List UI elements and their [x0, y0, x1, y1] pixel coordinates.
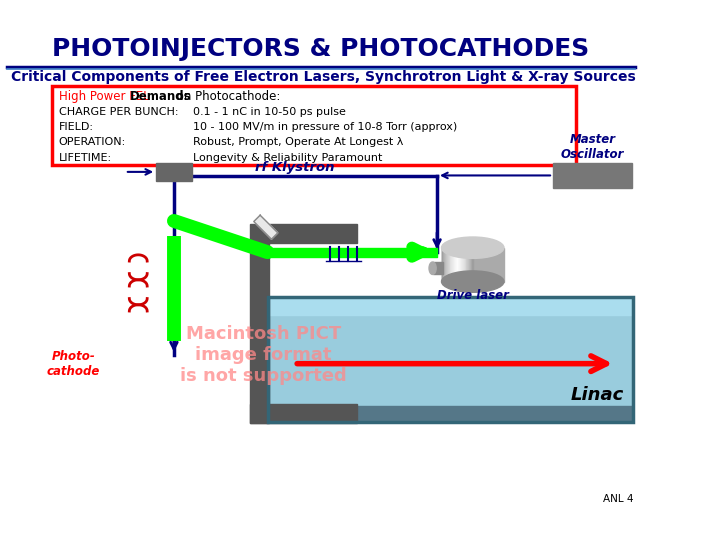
Text: on Photocathode:: on Photocathode:: [173, 91, 280, 104]
Bar: [250, 224, 357, 243]
Text: ANL 4: ANL 4: [603, 494, 634, 504]
Text: 0.1 - 1 nC in 10-50 ps pulse: 0.1 - 1 nC in 10-50 ps pulse: [193, 107, 346, 117]
Bar: [156, 163, 192, 181]
Text: 10 - 100 MV/m in pressure of 10-8 Torr (approx): 10 - 100 MV/m in pressure of 10-8 Torr (…: [193, 122, 457, 132]
Bar: [268, 406, 634, 422]
Bar: [250, 404, 357, 423]
Text: FIELD:: FIELD:: [59, 122, 94, 132]
Bar: [433, 262, 444, 274]
Text: Critical Components of Free Electron Lasers, Synchrotron Light & X-ray Sources: Critical Components of Free Electron Las…: [11, 70, 636, 84]
Text: Longevity & Reliability Paramount: Longevity & Reliability Paramount: [193, 153, 382, 163]
Polygon shape: [254, 215, 278, 239]
Bar: [553, 163, 631, 188]
Text: Photo-
cathode: Photo- cathode: [47, 350, 100, 377]
Ellipse shape: [441, 237, 504, 259]
Bar: [268, 297, 634, 315]
Text: Linac: Linac: [571, 386, 624, 404]
Text: CHARGE PER BUNCH:: CHARGE PER BUNCH:: [59, 107, 179, 117]
Text: High Power FEL: High Power FEL: [59, 91, 153, 104]
Text: PHOTOINJECTORS & PHOTOCATHODES: PHOTOINJECTORS & PHOTOCATHODES: [53, 37, 590, 61]
Text: rf Klystron: rf Klystron: [255, 161, 334, 174]
Text: Demands: Demands: [130, 91, 192, 104]
Text: Macintosh PICT
image format
is not supported: Macintosh PICT image format is not suppo…: [180, 325, 346, 384]
Text: OPERATION:: OPERATION:: [59, 138, 126, 147]
Text: Master
Oscillator: Master Oscillator: [561, 133, 624, 161]
Text: Drive laser: Drive laser: [437, 289, 508, 302]
Ellipse shape: [429, 262, 436, 274]
Text: Robust, Prompt, Operate At Longest λ: Robust, Prompt, Operate At Longest λ: [193, 138, 403, 147]
FancyBboxPatch shape: [52, 86, 576, 165]
Bar: [441, 248, 504, 281]
Ellipse shape: [441, 271, 504, 292]
Bar: [250, 240, 269, 423]
Bar: [268, 297, 634, 422]
Text: LIFETIME:: LIFETIME:: [59, 153, 112, 163]
